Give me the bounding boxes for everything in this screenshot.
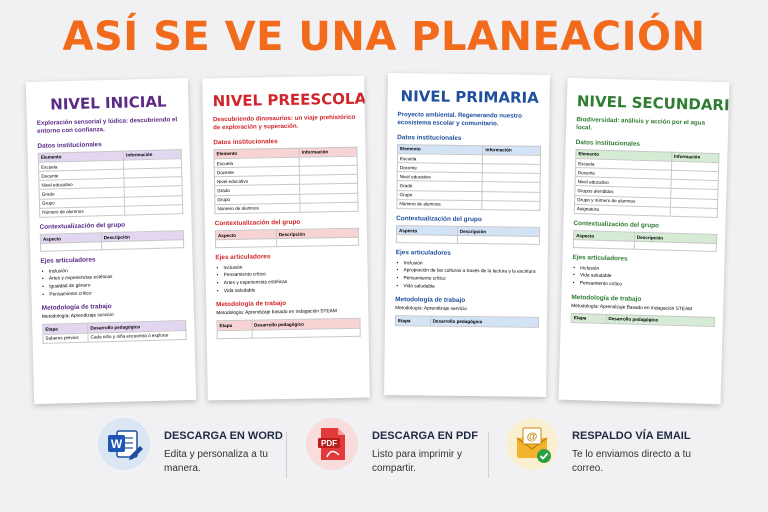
list-item: Vida saludable — [216, 285, 360, 295]
table-row — [217, 327, 361, 339]
feature-pdf: PDF DESCARGA EN PDF Listo para imprimir … — [306, 418, 486, 494]
sheet-title: NIVEL PREESCOLAR — [212, 89, 370, 111]
table-row: Número de alumnos — [214, 202, 359, 214]
svg-text:@: @ — [527, 431, 538, 443]
contexto-table: Aspecto Descripción — [396, 225, 540, 245]
col-header: Etapa — [571, 313, 607, 324]
sheet-nivel-secundaria: NIVEL SECUNDARIA Biodiversidad: análisis… — [558, 77, 730, 405]
feature-word: W DESCARGA EN WORD Edita y personaliza a… — [98, 418, 284, 494]
metodo-heading: Metodología de trabajo — [571, 293, 642, 303]
ejes-list: Inclusión Apropiación de las culturas a … — [395, 259, 539, 292]
contexto-heading: Contextualización del grupo — [214, 218, 301, 228]
table-cell: Cada niño y niña encuentra ó explorar — [88, 330, 187, 342]
col-header: Desarrollo pedagógico — [430, 316, 539, 327]
sheet-title: NIVEL INICIAL — [50, 92, 167, 114]
table-row: Número de alumnos — [396, 199, 540, 211]
metodo-text: Metodología: Aprendizaje basado en Indag… — [216, 309, 337, 317]
page-headline: ASÍ SE VE UNA PLANEACIÓN — [62, 14, 706, 60]
ejes-heading: Ejes articuladores — [572, 254, 628, 263]
ejes-heading: Ejes articuladores — [215, 253, 271, 262]
metodo-text: Metodología: Aprendizaje Basado en Indag… — [571, 303, 693, 312]
datos-heading: Datos institucionales — [575, 138, 641, 148]
table-cell: Número de alumnos — [396, 199, 483, 210]
table-cell: Saberes previos — [42, 332, 89, 344]
metodo-text: Metodología: Aprendizaje servicio — [41, 313, 114, 321]
svg-text:W: W — [111, 437, 123, 451]
list-item: Vida saludable — [395, 283, 539, 293]
col-header: Etapa — [395, 315, 431, 326]
etapa-table: Etapa Desarrollo pedagógico — [571, 313, 715, 327]
feature-title: DESCARGA EN WORD — [164, 430, 283, 442]
feature-email: @ RESPALDO VÍA EMAIL Te lo enviamos dire… — [506, 418, 706, 494]
metodo-heading: Metodología de trabajo — [216, 300, 287, 309]
sheet-subtitle: Biodiversidad: análisis y acción por el … — [576, 116, 706, 132]
sheet-title: NIVEL SECUNDARIA — [576, 92, 730, 115]
sheet-subtitle: Descubriendo dinosaurios: un viaje prehi… — [212, 113, 356, 132]
table-row — [396, 234, 540, 245]
datos-table: Elemento Información Escuela Docente Nive… — [38, 149, 184, 218]
svg-text:PDF: PDF — [321, 439, 337, 448]
contexto-heading: Contextualización del grupo — [39, 221, 126, 231]
contexto-heading: Contextualización del grupo — [573, 220, 660, 230]
ejes-heading: Ejes articuladores — [395, 249, 451, 258]
etapa-table: Etapa Desarrollo pedagógico — [216, 318, 361, 339]
contexto-table: Aspecto Descripción — [40, 230, 184, 252]
contexto-heading: Contextualización del grupo — [396, 215, 482, 224]
etapa-table: Etapa Desarrollo pedagógico — [395, 315, 539, 327]
datos-table: Elemento Información Escuela Docente Nive… — [213, 146, 359, 214]
datos-heading: Datos institucionales — [213, 137, 278, 146]
datos-heading: Datos institucionales — [397, 133, 462, 142]
col-header: Desarrollo pedagógico — [605, 314, 715, 327]
sheet-subtitle: Proyecto ambiental. Regenerando nuestro … — [397, 111, 522, 128]
metodo-heading: Metodología de trabajo — [395, 296, 466, 305]
email-icon: @ — [506, 418, 558, 470]
sheet-title: NIVEL PRIMARIA — [400, 87, 539, 107]
metodo-text: Metodología: Aprendizaje servicio — [395, 306, 467, 313]
ejes-heading: Ejes articuladores — [40, 256, 96, 266]
metodo-heading: Metodología de trabajo — [41, 303, 112, 313]
table-row — [215, 237, 359, 248]
sheet-subtitle: Exploración sensorial y lúdica: descubri… — [36, 116, 178, 136]
divider — [286, 432, 287, 478]
ejes-list: Inclusión Vida saludable Pensamiento crí… — [572, 264, 717, 291]
table-cell: Número de alumnos — [39, 205, 126, 218]
pdf-icon: PDF — [306, 418, 358, 470]
feature-title: DESCARGA EN PDF — [372, 430, 478, 442]
datos-table: Elemento Información Escuela Docente Nive… — [396, 144, 541, 211]
contexto-table: Aspecto Descripción — [215, 228, 359, 249]
contexto-table: Aspecto Descripción — [573, 230, 717, 252]
datos-table: Elemento Información Escuela Docente Nive… — [574, 149, 720, 218]
word-icon: W — [98, 418, 150, 470]
sheet-nivel-primaria: NIVEL PRIMARIA Proyecto ambiental. Regen… — [384, 73, 550, 397]
sheet-nivel-preescolar: NIVEL PREESCOLAR Descubriendo dinosaurio… — [202, 75, 370, 401]
sheet-nivel-inicial: NIVEL INICIAL Exploración sensorial y lú… — [25, 77, 197, 405]
feature-desc: Edita y personaliza a tu manera. — [164, 449, 268, 474]
ejes-list: Inclusión Artes y experiencias estéticas… — [41, 264, 186, 299]
table-cell: Asignatura — [574, 204, 671, 217]
table-cell: Número de alumnos — [214, 203, 301, 214]
feature-desc: Listo para imprimir y compartir. — [372, 449, 463, 474]
etapa-table: Etapa Desarrollo pedagógico Saberes previ… — [42, 320, 187, 344]
feature-desc: Te lo enviamos directo a tu correo. — [572, 449, 691, 474]
divider — [488, 432, 489, 478]
datos-heading: Datos institucionales — [37, 140, 102, 150]
ejes-list: Inclusión Pensamiento crítico Artes y ex… — [215, 262, 360, 296]
feature-title: RESPALDO VÍA EMAIL — [572, 430, 691, 442]
